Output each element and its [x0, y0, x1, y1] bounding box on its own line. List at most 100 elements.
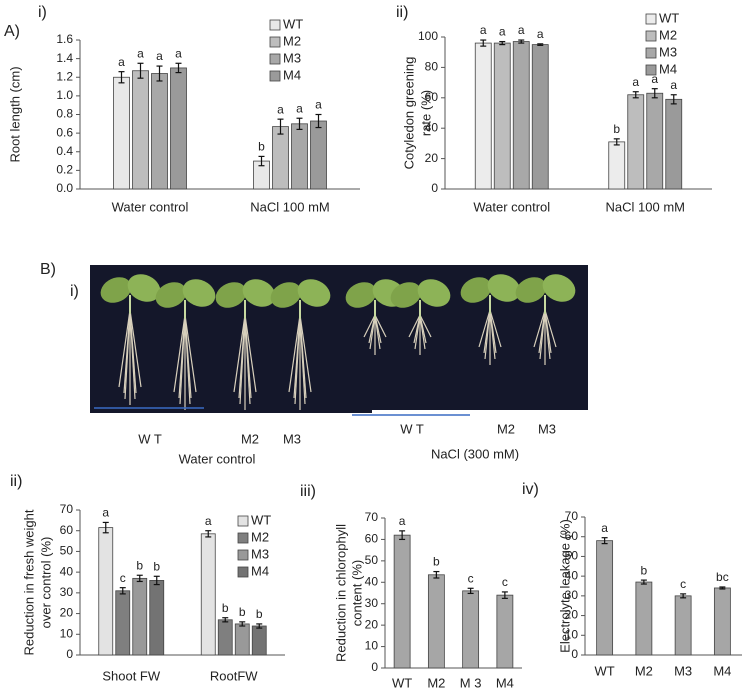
- plant: [100, 274, 161, 405]
- root: [244, 314, 252, 399]
- bar: [646, 92, 664, 190]
- bar: [310, 120, 327, 190]
- root: [478, 309, 491, 348]
- root: [414, 314, 421, 350]
- significance-label: a: [537, 27, 544, 41]
- legend-label: M3: [251, 546, 269, 561]
- significance-label: a: [315, 98, 322, 112]
- bar: [596, 540, 614, 656]
- panel-label: i): [70, 283, 79, 300]
- bar: [635, 581, 653, 656]
- legend-label: M3: [659, 44, 677, 59]
- y-tick-label: 30: [365, 596, 379, 610]
- significance-label: c: [680, 577, 686, 591]
- photo-label: M3: [283, 431, 301, 446]
- root: [244, 314, 257, 393]
- bar: [674, 595, 692, 656]
- root: [484, 309, 491, 360]
- significance-label: b: [256, 607, 263, 621]
- root: [184, 314, 197, 393]
- y-tick-label: 0: [371, 660, 378, 674]
- plant: [515, 274, 576, 365]
- legend-swatch: [269, 53, 281, 65]
- legend-label: M4: [283, 67, 301, 82]
- y-tick-label: 20: [565, 608, 579, 622]
- legend-label: WT: [283, 16, 303, 31]
- y-tick-label: 0.6: [56, 125, 73, 139]
- root: [124, 309, 131, 400]
- bar: [113, 76, 130, 190]
- panel-label: A): [4, 23, 20, 40]
- y-tick-label: 0.8: [56, 107, 73, 121]
- significance-label: a: [480, 23, 487, 37]
- y-tick-label: 20: [425, 151, 439, 165]
- root: [288, 314, 301, 393]
- x-tick-label: NaCl 100 mM: [250, 199, 329, 214]
- bar: [251, 625, 267, 656]
- x-tick-label: M3: [674, 663, 692, 678]
- bar: [427, 574, 445, 669]
- bar: [132, 577, 148, 656]
- significance-label: a: [102, 506, 109, 520]
- y-tick-label: 50: [60, 544, 74, 558]
- root: [173, 314, 186, 393]
- legend-swatch: [645, 30, 657, 42]
- significance-label: a: [399, 514, 406, 528]
- legend-swatch: [645, 64, 657, 76]
- bar: [217, 619, 233, 656]
- root: [129, 309, 142, 388]
- significance-label: a: [651, 72, 658, 86]
- panel-label: i): [38, 4, 47, 21]
- legend-swatch: [237, 532, 249, 544]
- y-tick-label: 20: [60, 606, 74, 620]
- root: [408, 314, 421, 338]
- significance-label: a: [499, 25, 506, 39]
- bar: [665, 98, 683, 190]
- bar: [272, 126, 289, 190]
- significance-label: a: [632, 75, 639, 89]
- bar: [493, 42, 511, 190]
- photo-caption: Water control: [179, 451, 256, 466]
- leaf: [515, 277, 547, 303]
- x-tick-label: M4: [713, 663, 731, 678]
- significance-label: b: [641, 563, 648, 577]
- plant: [215, 279, 276, 410]
- y-tick-label: 60: [565, 529, 579, 543]
- y-tick-label: 1.6: [56, 32, 73, 46]
- root: [129, 309, 137, 394]
- root: [489, 309, 502, 348]
- bar: [151, 73, 168, 190]
- y-tick-label: 30: [565, 588, 579, 602]
- legend-swatch: [237, 549, 249, 561]
- x-tick-label: WT: [392, 675, 412, 690]
- legend-label: M2: [283, 33, 301, 48]
- significance-label: a: [205, 514, 212, 528]
- plant: [270, 279, 331, 410]
- root: [299, 314, 312, 393]
- bar: [98, 527, 114, 656]
- root: [374, 314, 382, 344]
- bar: [608, 141, 626, 190]
- root: [299, 314, 307, 399]
- photo-caption: NaCl (300 mM): [431, 446, 519, 461]
- legend-swatch: [269, 36, 281, 48]
- y-tick-label: 0: [431, 181, 438, 195]
- legend-label: M2: [251, 529, 269, 544]
- bar: [115, 590, 131, 656]
- leaf: [417, 279, 451, 307]
- legend-label: WT: [251, 512, 271, 527]
- x-tick-label: M2: [427, 675, 445, 690]
- leaf: [390, 282, 422, 308]
- leaf: [460, 277, 492, 303]
- y-tick-label: 40: [365, 574, 379, 588]
- bar: [149, 580, 165, 656]
- leaf: [155, 282, 187, 308]
- significance-label: a: [175, 46, 182, 60]
- bar: [200, 533, 216, 656]
- y-tick-label: 40: [565, 568, 579, 582]
- legend-label: M2: [659, 27, 677, 42]
- y-tick-label: 50: [365, 553, 379, 567]
- y-axis-label: over control (%): [38, 537, 53, 629]
- y-tick-label: 0: [66, 647, 73, 661]
